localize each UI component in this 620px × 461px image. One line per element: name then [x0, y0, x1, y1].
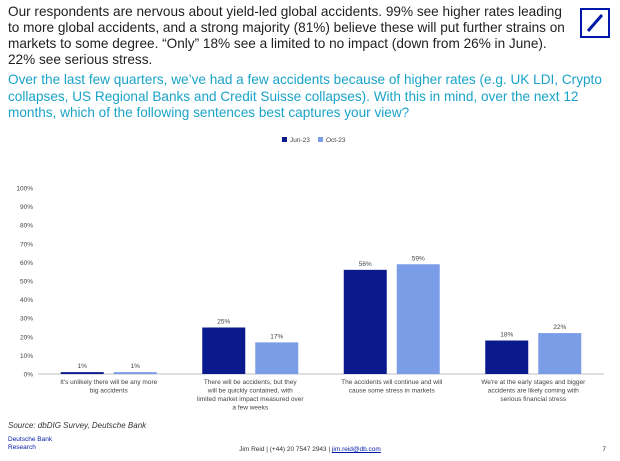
logo-slash-icon [586, 14, 604, 32]
y-tick-label: 100% [16, 186, 33, 193]
bar-jun-23 [202, 327, 246, 374]
bar-chart: 0% 10% 20% 30% 40% 50% 60% 70% 80% 90% 100% 1% 1% It'… [16, 137, 604, 412]
y-tick-label: 60% [20, 260, 33, 267]
bar-oct-23 [538, 333, 582, 374]
category-label: There will be accidents, but they will be… [197, 379, 304, 412]
data-label: 25% [217, 319, 230, 326]
category-label: We're at the early stages and bigger acci… [481, 379, 586, 403]
legend-label: Jun-23 [290, 137, 310, 144]
survey-question: Over the last few quarters, we’ve had a … [8, 72, 602, 120]
y-tick-label: 70% [20, 241, 33, 248]
contact-email-link[interactable]: jim.reid@db.com [331, 446, 381, 453]
bar-jun-23 [485, 340, 529, 374]
legend-swatch [318, 137, 323, 142]
y-tick-label: 50% [20, 279, 33, 286]
data-label: 56% [359, 261, 372, 268]
bar-oct-23 [255, 342, 299, 374]
brand-division: Research [8, 444, 36, 451]
bar-oct-23 [396, 264, 440, 374]
data-label: 1% [131, 363, 141, 370]
data-label: 1% [78, 363, 88, 370]
category-label: The accidents will continue and will caus… [341, 379, 443, 395]
legend-swatch [282, 137, 287, 142]
y-tick-label: 40% [20, 297, 33, 304]
footer-contact: Jim Reid | (+44) 20 7547 2943 | jim.reid… [0, 446, 620, 453]
page-number: 7 [602, 446, 606, 453]
brand-name: Deutsche Bank [8, 436, 53, 443]
legend-label: Oct-23 [326, 137, 346, 144]
bar-jun-23 [343, 269, 387, 374]
y-tick-label: 10% [20, 353, 33, 360]
deutsche-bank-logo [580, 8, 610, 38]
y-tick-label: 30% [20, 316, 33, 323]
y-tick-label: 90% [20, 204, 33, 211]
contact-text: Jim Reid | (+44) 20 7547 2943 | [239, 446, 331, 453]
data-label: 22% [553, 324, 566, 331]
category-label: It's unlikely there will be any more big … [60, 379, 157, 395]
y-tick-label: 20% [20, 334, 33, 341]
data-label: 18% [500, 332, 513, 339]
headline: Our respondents are nervous about yield-… [8, 4, 565, 67]
y-tick-label: 80% [20, 223, 33, 230]
source-note: Source: dbDIG Survey, Deutsche Bank [8, 421, 147, 430]
brand-block: Deutsche Bank Research [8, 436, 52, 452]
y-tick-label: 0% [24, 372, 34, 379]
bar-jun-23 [60, 372, 104, 374]
data-label: 17% [270, 333, 283, 340]
bar-oct-23 [113, 372, 157, 374]
data-label: 59% [412, 255, 425, 262]
